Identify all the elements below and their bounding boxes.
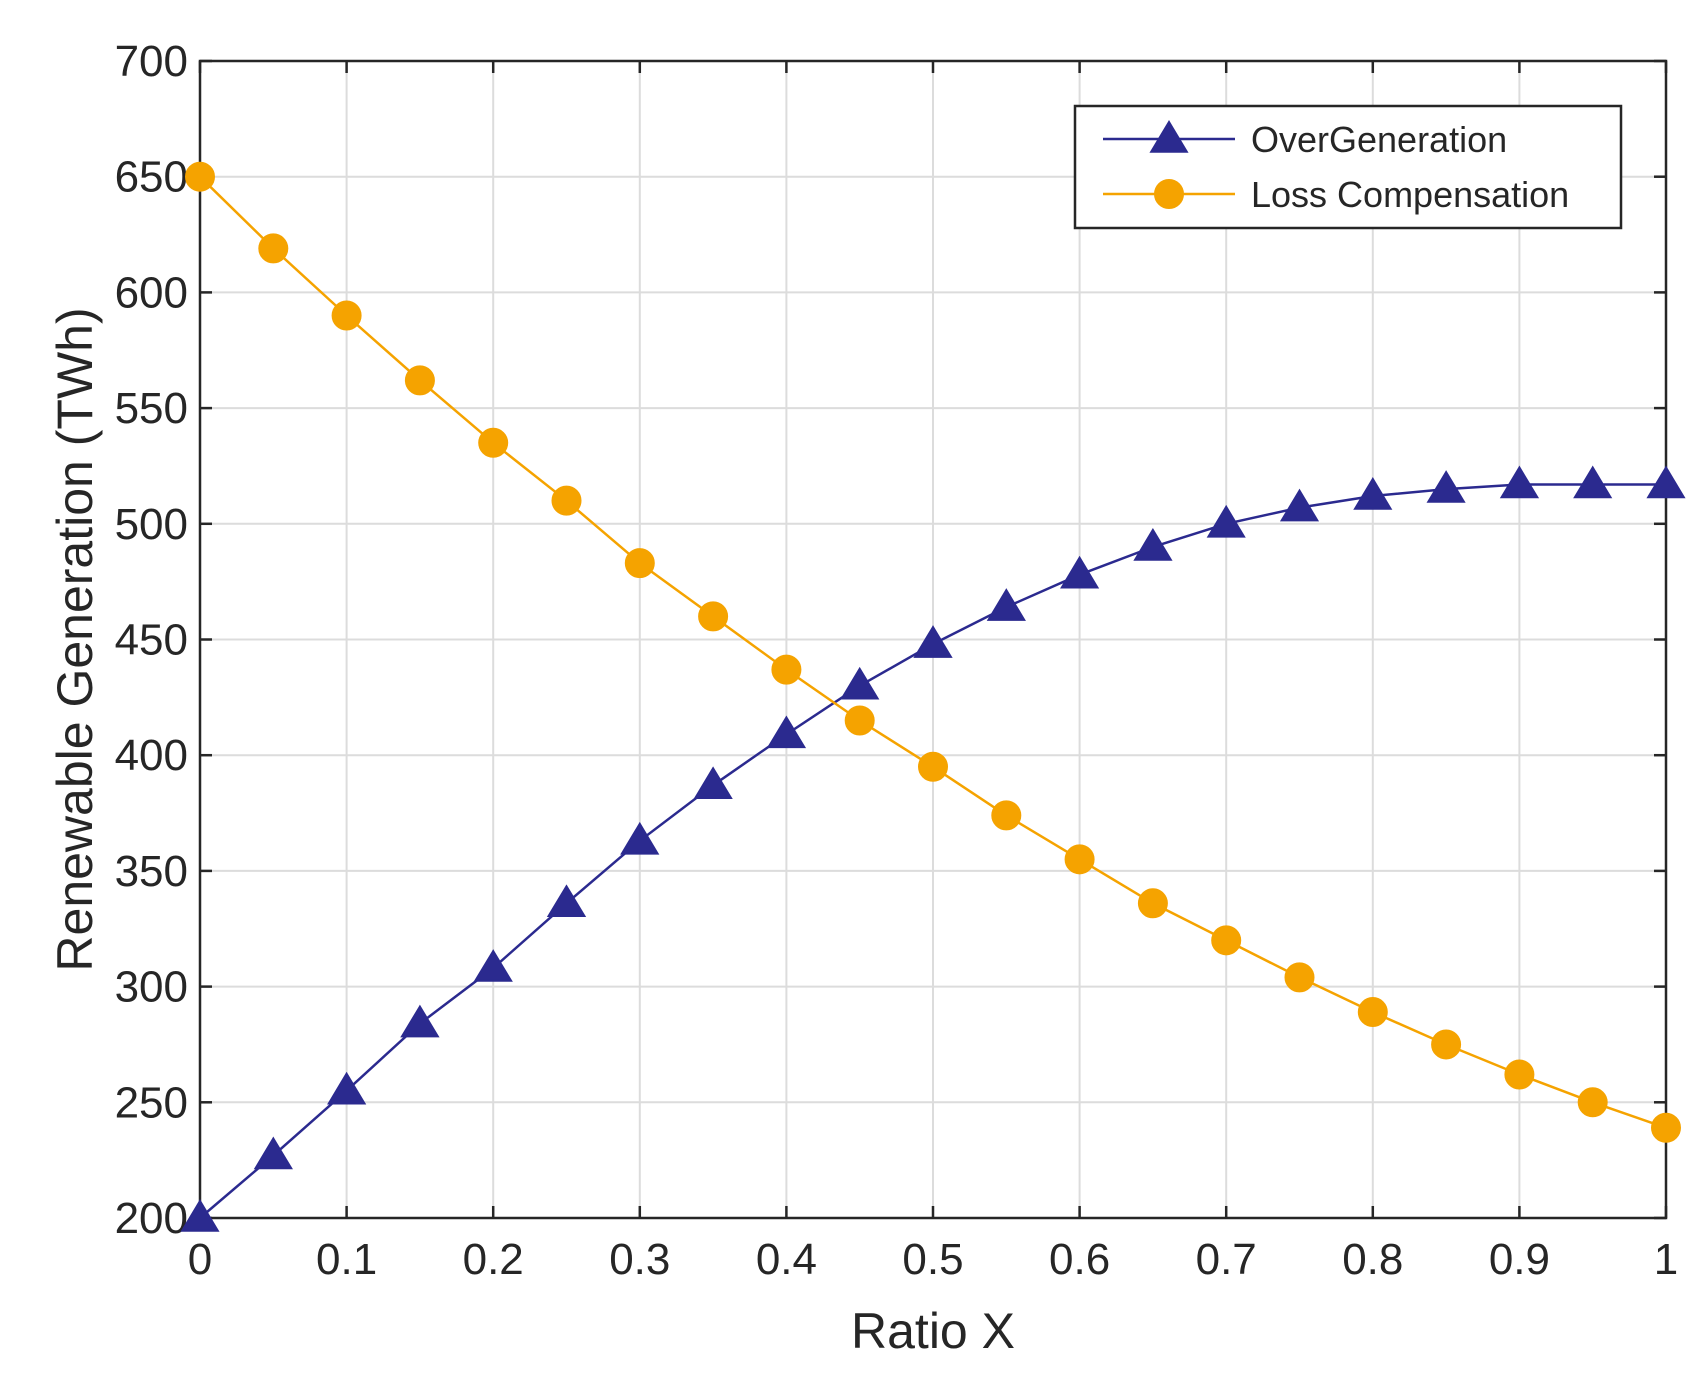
data-point <box>840 666 880 700</box>
data-point <box>620 821 660 855</box>
x-tick-label: 0.5 <box>902 1235 963 1284</box>
data-point <box>327 1071 367 1105</box>
data-point <box>253 1136 293 1170</box>
data-point <box>844 705 875 736</box>
y-tick-label: 550 <box>115 384 188 433</box>
y-tick-label: 350 <box>115 847 188 896</box>
y-axis-label: Renewable Generation (TWh) <box>47 307 103 971</box>
data-point <box>546 884 587 917</box>
data-point <box>473 949 513 982</box>
data-point <box>551 485 582 516</box>
legend-marker <box>1149 120 1189 153</box>
y-tick-label: 500 <box>115 500 188 549</box>
data-point <box>258 233 289 264</box>
data-point <box>1284 962 1315 993</box>
data-point <box>693 766 733 799</box>
data-point <box>1211 925 1242 956</box>
legend-label: Loss Compensation <box>1251 174 1569 215</box>
x-tick-label: 0.8 <box>1342 1235 1403 1284</box>
data-point <box>1357 997 1388 1028</box>
x-tick-label: 0.7 <box>1196 1235 1257 1284</box>
data-point <box>1206 504 1246 538</box>
y-tick-label: 400 <box>115 731 188 780</box>
x-tick-label: 0.9 <box>1489 1235 1550 1284</box>
data-point <box>1060 555 1100 589</box>
series-loss-compensation <box>185 161 1681 1143</box>
data-point <box>1651 1112 1681 1143</box>
y-tick-label: 600 <box>115 268 188 317</box>
data-point <box>1646 465 1686 499</box>
data-point <box>1064 844 1095 875</box>
y-tick-label: 700 <box>115 37 188 86</box>
y-tick-label: 450 <box>115 616 188 665</box>
legend-marker <box>1154 179 1184 209</box>
y-tick-label: 300 <box>115 963 188 1012</box>
data-point <box>1504 1059 1535 1090</box>
data-point <box>766 715 807 749</box>
data-point <box>1426 470 1466 503</box>
data-point <box>1573 465 1613 499</box>
data-point <box>1133 527 1173 561</box>
legend: OverGeneration Loss Compensation <box>1073 104 1623 230</box>
x-tick-label: 0.2 <box>463 1235 524 1284</box>
data-point <box>1137 888 1168 919</box>
x-tick-label: 0.3 <box>609 1235 670 1284</box>
data-point <box>771 654 802 685</box>
data-point <box>180 1199 220 1232</box>
data-point <box>986 588 1026 621</box>
x-tick-label: 0.6 <box>1049 1235 1110 1284</box>
x-tick-label: 0.1 <box>316 1235 377 1284</box>
data-point <box>698 601 729 632</box>
data-point <box>331 300 362 331</box>
data-point <box>478 427 509 458</box>
data-point <box>400 1004 440 1038</box>
data-point <box>918 751 948 782</box>
axes: 0 0.1 0.2 0.3 0.4 0.5 0.6 0.7 0.8 0.9 1 200 250 300 35… <box>47 37 1678 1359</box>
x-tick-label: 1 <box>1654 1235 1678 1284</box>
data-point <box>1577 1087 1608 1118</box>
data-point <box>1353 477 1393 510</box>
data-point <box>1431 1029 1462 1060</box>
data-point <box>913 625 953 658</box>
x-axis-label: Ratio X <box>851 1303 1015 1359</box>
data-point <box>1279 488 1320 522</box>
x-tick-label: 0 <box>188 1235 212 1284</box>
series-group <box>180 161 1686 1232</box>
data-point <box>404 365 435 396</box>
series-overgeneration <box>180 465 1686 1232</box>
data-point <box>1499 465 1540 499</box>
data-point <box>624 548 655 579</box>
data-point <box>185 161 215 192</box>
x-tick-label: 0.4 <box>756 1235 817 1284</box>
data-point <box>991 800 1022 831</box>
y-tick-label: 650 <box>115 153 188 202</box>
y-tick-label: 250 <box>115 1078 188 1127</box>
legend-label: OverGeneration <box>1251 119 1507 160</box>
y-tick-label: 200 <box>115 1194 188 1243</box>
